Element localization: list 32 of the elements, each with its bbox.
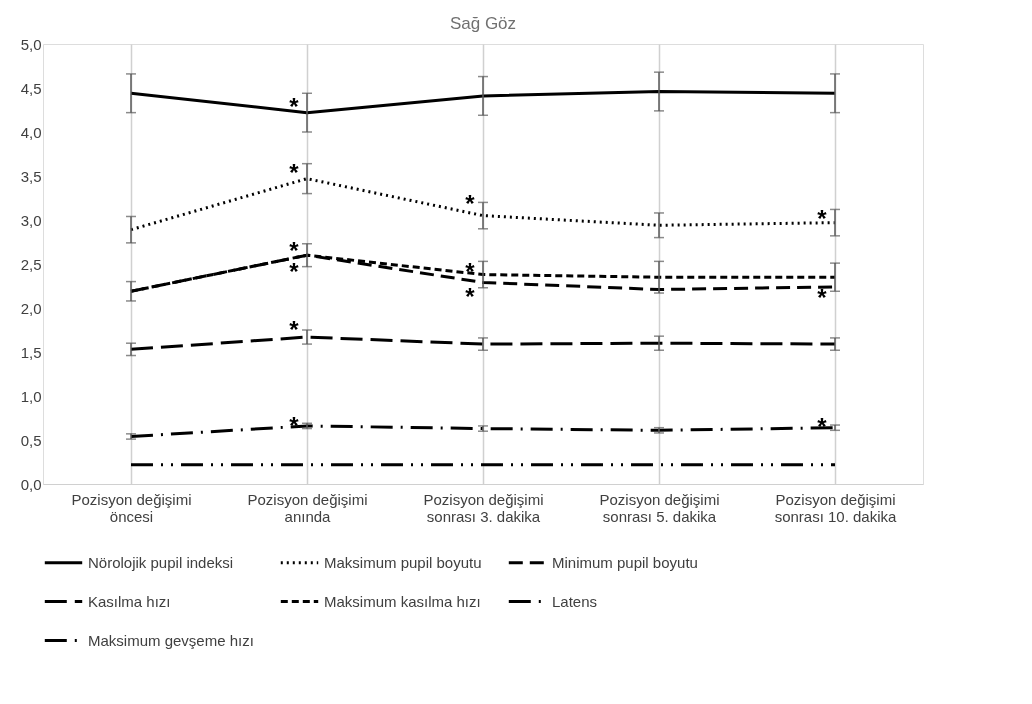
annotation: * xyxy=(465,283,476,311)
chart-title: Sağ Göz xyxy=(449,14,517,33)
legend-label: Minimum pupil boyutu xyxy=(552,553,698,571)
legend-label: Latens xyxy=(552,592,598,610)
legend-label: Maksimum gevşeme hızı xyxy=(88,631,254,649)
annotation: * xyxy=(817,284,828,312)
y-tick-label: 5,0 xyxy=(20,35,42,53)
legend-label: Maksimum kasılma hızı xyxy=(324,592,481,610)
y-tick-label: 1,0 xyxy=(20,387,42,405)
x-tick-label: Pozisyon değişimi anında xyxy=(247,490,368,525)
annotation: * xyxy=(817,204,828,232)
x-tick-label: Pozisyon değişimi sonrası 3. dakika xyxy=(423,490,544,525)
y-tick-label: 2,0 xyxy=(20,299,42,317)
legend-label: Maksimum pupil boyutu xyxy=(324,553,482,571)
x-tick-label: Pozisyon değişimi sonrası 10. dakika xyxy=(774,490,898,525)
annotation: * xyxy=(289,159,300,187)
annotation: * xyxy=(289,93,300,121)
legend-label: Nörolojik pupil indeksi xyxy=(88,553,234,571)
y-tick-label: 2,5 xyxy=(20,255,42,273)
x-tick-label: Pozisyon değişimi öncesi xyxy=(71,490,192,525)
y-tick-label: 3,5 xyxy=(20,167,42,185)
annotation: * xyxy=(465,257,476,285)
y-tick-label: 3,0 xyxy=(20,211,42,229)
x-tick-label: Pozisyon değişimi sonrası 5. dakika xyxy=(599,490,720,525)
legend-label: Kasılma hızı xyxy=(88,592,171,610)
y-tick-label: 4,5 xyxy=(20,79,42,97)
annotation: * xyxy=(465,189,476,217)
y-tick-label: 0,0 xyxy=(20,475,42,493)
y-tick-label: 1,5 xyxy=(20,343,42,361)
annotation: * xyxy=(289,315,300,343)
y-tick-label: 4,0 xyxy=(20,123,42,141)
y-tick-label: 0,5 xyxy=(20,431,42,449)
